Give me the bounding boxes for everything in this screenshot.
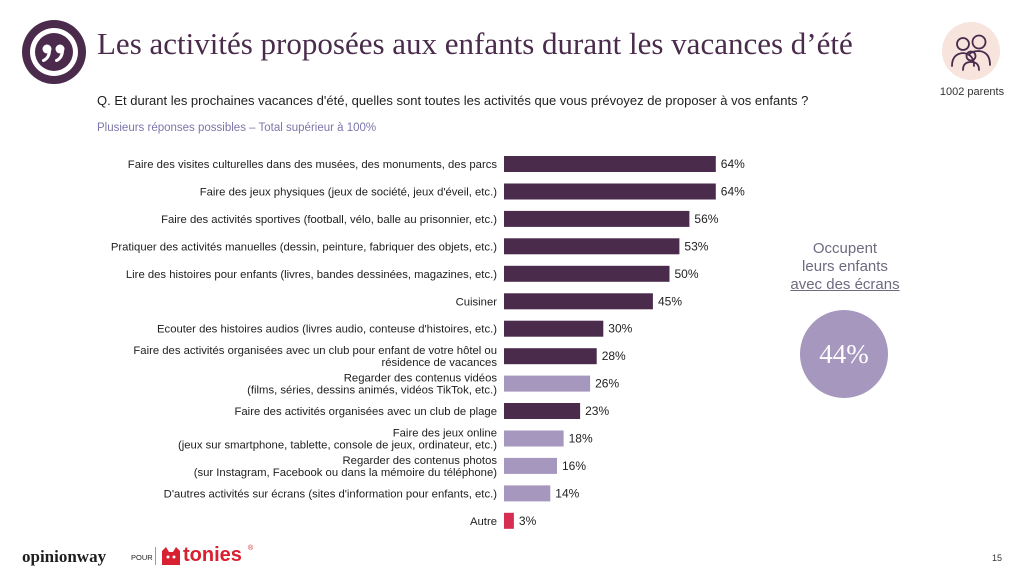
category-label-6: Cuisiner: [456, 296, 498, 308]
bar-11: [504, 430, 564, 447]
value-label-7: 30%: [608, 322, 632, 336]
tonies-logo: tonies: [183, 544, 242, 566]
tonies-logo-icon: [162, 547, 180, 565]
opinionway-logo: opinionway: [22, 547, 107, 566]
sample-size: 1002 parents: [939, 86, 1005, 98]
pour-label: POUR: [131, 553, 153, 562]
value-label-3: 56%: [694, 212, 718, 226]
footer-divider: [155, 547, 156, 565]
bar-14: [504, 512, 514, 529]
quote-icon: [22, 20, 86, 84]
parents-icon: [942, 22, 1000, 80]
category-label-1: Faire des visites culturelles dans des m…: [128, 159, 498, 171]
bar-13: [504, 485, 551, 502]
bar-6: [504, 293, 653, 310]
category-label-2: Faire des jeux physiques (jeux de sociét…: [200, 187, 498, 199]
screen-usage-line-1: Occupent: [812, 240, 878, 257]
value-label-10: 23%: [585, 404, 609, 418]
value-label-2: 64%: [721, 185, 745, 199]
value-label-12: 16%: [562, 459, 586, 473]
bar-1: [504, 156, 716, 172]
category-label-7: Ecouter des histoires audios (livres aud…: [157, 324, 497, 336]
bar-chart: 64% Faire des visites culturelles dans de…: [111, 156, 745, 529]
value-label-6: 45%: [658, 294, 682, 308]
category-label-8: Faire des activités organisées avec un c…: [133, 345, 497, 369]
value-label-14: 3%: [519, 514, 537, 528]
screen-usage-line-2: leurs enfants: [802, 258, 888, 275]
page-title: Les activités proposées aux enfants dura…: [97, 26, 853, 61]
category-label-5: Lire des histoires pour enfants (livres,…: [126, 269, 497, 281]
bar-4: [504, 238, 680, 255]
bar-2: [504, 183, 716, 200]
bar-8: [504, 348, 597, 365]
bar-12: [504, 457, 557, 474]
screen-usage-value: 44%: [800, 310, 888, 398]
value-label-8: 28%: [602, 349, 626, 363]
value-label-4: 53%: [684, 239, 708, 253]
bar-7: [504, 320, 604, 337]
category-label-11: Faire des jeux online (jeux sur smartphon…: [178, 428, 497, 452]
screen-usage-line-3: avec des écrans: [790, 276, 900, 293]
category-label-10: Faire des activités organisées avec un c…: [235, 406, 498, 418]
category-label-14: Autre: [470, 516, 497, 528]
value-label-13: 14%: [555, 486, 579, 500]
page-number: 15: [992, 553, 1003, 563]
bar-5: [504, 265, 670, 282]
bar-10: [504, 403, 581, 419]
value-label-5: 50%: [675, 267, 699, 281]
value-label-11: 18%: [569, 432, 593, 446]
category-label-9: Regarder des contenus vidéos (films, séri…: [247, 373, 497, 397]
screen-usage-label: Occupent leurs enfants avec des écrans: [772, 240, 918, 294]
bar-3: [504, 210, 690, 227]
value-label-1: 64%: [721, 157, 745, 171]
survey-question: Q. Et durant les prochaines vacances d'é…: [97, 93, 809, 108]
category-label-12: Regarder des contenus photos (sur Instagr…: [194, 455, 498, 479]
category-label-3: Faire des activités sportives (football,…: [161, 214, 497, 226]
value-label-9: 26%: [595, 377, 619, 391]
category-label-4: Pratiquer des activités manuelles (dessi…: [111, 241, 497, 253]
response-note: Plusieurs réponses possibles – Total sup…: [97, 122, 377, 134]
bar-9: [504, 375, 591, 392]
category-label-13: D'autres activités sur écrans (sites d'i…: [164, 488, 498, 500]
registered-mark: ®: [248, 545, 254, 552]
